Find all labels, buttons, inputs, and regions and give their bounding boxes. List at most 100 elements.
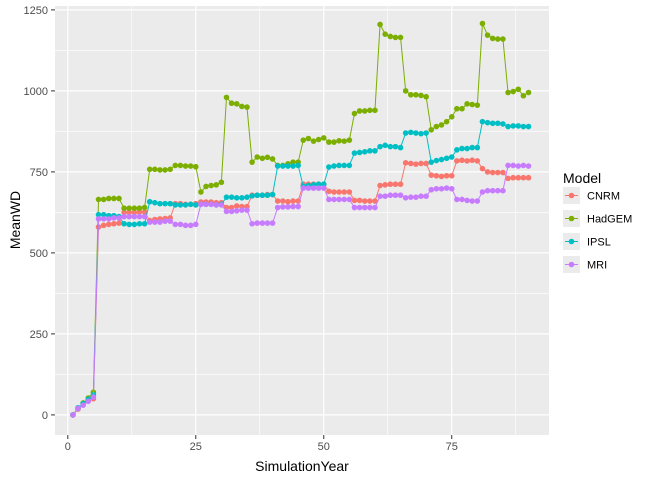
data-point-ipsl — [141, 220, 148, 227]
data-point-mri — [269, 220, 276, 226]
data-point-cnrm — [525, 174, 532, 181]
data-point-hadgem — [300, 137, 307, 143]
data-point-hadgem — [402, 88, 409, 94]
data-point-cnrm — [392, 181, 399, 188]
data-point-mri — [315, 185, 322, 191]
legend-point-mri — [568, 261, 575, 268]
data-point-ipsl — [525, 123, 532, 130]
plot-panel — [55, 6, 549, 435]
x-tick-label: 0 — [65, 441, 71, 453]
data-point-ipsl — [152, 199, 158, 206]
series-cnrm — [70, 157, 532, 418]
data-point-ipsl — [382, 142, 388, 149]
legend-item-mri: MRI — [563, 256, 607, 273]
data-point-cnrm — [433, 172, 440, 179]
data-point-mri — [305, 185, 312, 191]
data-point-hadgem — [397, 34, 404, 41]
data-point-mri — [233, 207, 240, 214]
data-point-mri — [489, 187, 496, 194]
data-point-ipsl — [433, 157, 440, 164]
data-point-mri — [274, 204, 281, 211]
data-point-mri — [146, 219, 153, 225]
data-point-ipsl — [331, 163, 337, 169]
data-point-ipsl — [413, 130, 419, 136]
data-point-mri — [515, 163, 522, 169]
data-point-hadgem — [116, 195, 122, 202]
legend-item-ipsl: IPSL — [563, 233, 611, 250]
data-point-cnrm — [510, 174, 516, 181]
y-tick-label: 250 — [30, 329, 48, 341]
data-point-hadgem — [464, 101, 470, 107]
data-point-mri — [387, 192, 394, 199]
data-point-cnrm — [520, 174, 527, 181]
legend-item-cnrm: CNRM — [563, 187, 620, 204]
data-point-mri — [182, 222, 189, 229]
data-point-hadgem — [239, 103, 245, 110]
data-point-ipsl — [121, 220, 127, 227]
data-point-mri — [177, 221, 184, 228]
data-point-cnrm — [290, 198, 296, 204]
data-point-mri — [228, 208, 235, 215]
data-point-hadgem — [326, 139, 332, 145]
data-point-ipsl — [351, 150, 358, 156]
data-point-mri — [100, 216, 107, 222]
data-point-mri — [254, 220, 261, 226]
data-point-mri — [356, 204, 363, 211]
data-point-mri — [495, 187, 501, 194]
data-point-mri — [111, 215, 117, 221]
legend-label-mri: MRI — [587, 260, 607, 272]
data-point-mri — [70, 412, 76, 418]
data-point-hadgem — [469, 101, 476, 108]
data-point-ipsl — [459, 145, 465, 152]
data-point-mri — [290, 203, 296, 210]
data-point-mri — [326, 196, 332, 203]
data-point-mri — [397, 192, 404, 199]
data-point-mri — [90, 394, 97, 400]
data-point-mri — [295, 203, 301, 210]
data-point-mri — [351, 204, 358, 211]
data-point-ipsl — [249, 193, 255, 199]
data-point-ipsl — [269, 191, 276, 198]
data-point-hadgem — [438, 122, 445, 128]
data-point-cnrm — [341, 189, 348, 195]
data-point-ipsl — [438, 156, 445, 163]
data-point-ipsl — [182, 202, 189, 208]
data-point-mri — [505, 162, 511, 169]
data-point-mri — [249, 220, 255, 227]
data-point-cnrm — [505, 175, 511, 182]
data-point-ipsl — [177, 202, 184, 208]
data-point-hadgem — [392, 34, 399, 41]
data-point-ipsl — [392, 143, 399, 150]
grid-minor — [55, 6, 549, 435]
data-point-cnrm — [469, 157, 476, 164]
data-point-mri — [239, 207, 245, 213]
series-mri — [70, 162, 532, 418]
data-point-mri — [484, 187, 491, 194]
data-point-mri — [172, 221, 179, 228]
data-point-hadgem — [254, 154, 261, 160]
data-point-hadgem — [131, 205, 138, 211]
data-point-mri — [85, 398, 92, 405]
legend-item-hadgem: HadGEM — [563, 210, 632, 227]
data-point-mri — [116, 215, 122, 221]
data-point-hadgem — [244, 104, 250, 110]
y-tick-label: 750 — [30, 167, 48, 179]
data-point-ipsl — [520, 123, 527, 130]
data-point-hadgem — [382, 31, 388, 37]
data-point-cnrm — [141, 209, 148, 215]
data-point-mri — [198, 201, 204, 208]
data-point-ipsl — [367, 148, 373, 154]
grid-major — [55, 6, 549, 435]
data-point-hadgem — [423, 93, 429, 100]
data-point-mri — [121, 213, 127, 220]
data-point-ipsl — [377, 143, 383, 150]
data-point-cnrm — [484, 169, 491, 175]
data-point-ipsl — [126, 221, 133, 228]
data-point-ipsl — [285, 163, 291, 169]
data-point-hadgem — [310, 138, 317, 144]
data-point-ipsl — [474, 144, 481, 151]
data-point-hadgem — [459, 105, 465, 112]
data-point-ipsl — [495, 120, 501, 127]
data-point-mri — [336, 196, 342, 203]
data-point-cnrm — [448, 172, 455, 179]
